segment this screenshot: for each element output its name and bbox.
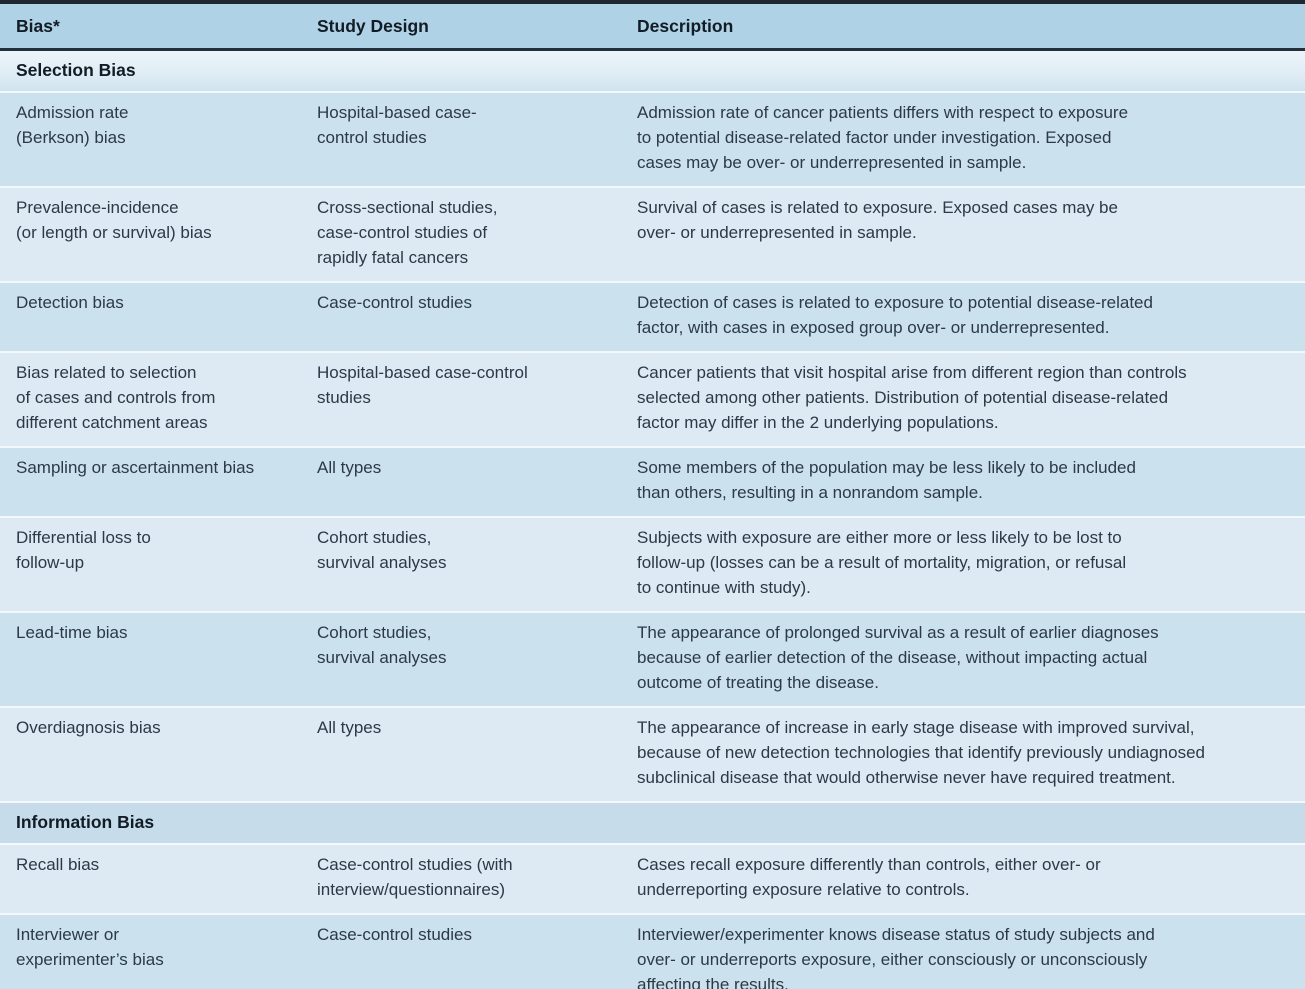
description-cell: Some members of the population may be le… xyxy=(637,458,1136,502)
table-row: Recall bias Case-control studies (with i… xyxy=(0,843,1305,913)
study-design-cell: Cross-sectional studies, case-control st… xyxy=(317,198,498,267)
section-header-row: Information Bias xyxy=(0,801,1305,843)
column-header-description: Description xyxy=(637,16,734,36)
table-row: Prevalence-incidence (or length or survi… xyxy=(0,186,1305,281)
bias-cell: Lead-time bias xyxy=(16,623,128,642)
table-row: Bias related to selection of cases and c… xyxy=(0,351,1305,446)
description-cell: Interviewer/experimenter knows disease s… xyxy=(637,925,1155,989)
section-title: Information Bias xyxy=(16,812,155,832)
description-cell: The appearance of prolonged survival as … xyxy=(637,623,1159,692)
bias-cell: Bias related to selection of cases and c… xyxy=(16,363,216,432)
study-design-cell: Case-control studies (with interview/que… xyxy=(317,855,513,899)
study-design-cell: Hospital-based case- control studies xyxy=(317,103,477,147)
bias-cell: Prevalence-incidence (or length or survi… xyxy=(16,198,212,242)
table-header-row: Bias* Study Design Description xyxy=(0,4,1305,51)
description-cell: Admission rate of cancer patients differ… xyxy=(637,103,1129,172)
bias-cell: Sampling or ascertainment bias xyxy=(16,458,255,477)
study-design-cell: Case-control studies xyxy=(317,925,472,944)
table-row: Admission rate (Berkson) bias Hospital-b… xyxy=(0,91,1305,186)
section-header-row: Selection Bias xyxy=(0,51,1305,91)
study-design-cell: Case-control studies xyxy=(317,293,472,312)
study-design-cell: All types xyxy=(317,718,382,737)
study-design-cell: All types xyxy=(317,458,382,477)
description-cell: The appearance of increase in early stag… xyxy=(637,718,1205,787)
table-body: Selection Bias Admission rate (Berkson) … xyxy=(0,51,1305,989)
description-cell: Cancer patients that visit hospital aris… xyxy=(637,363,1187,432)
bias-cell: Recall bias xyxy=(16,855,100,874)
description-cell: Subjects with exposure are either more o… xyxy=(637,528,1127,597)
description-cell: Detection of cases is related to exposur… xyxy=(637,293,1153,337)
bias-cell: Interviewer or experimenter’s bias xyxy=(16,925,164,969)
study-design-cell: Cohort studies, survival analyses xyxy=(317,528,447,572)
bias-cell: Admission rate (Berkson) bias xyxy=(16,103,129,147)
bias-cell: Differential loss to follow-up xyxy=(16,528,151,572)
table-row: Differential loss to follow-up Cohort st… xyxy=(0,516,1305,611)
table-row: Interviewer or experimenter’s bias Case-… xyxy=(0,913,1305,989)
table-row: Lead-time bias Cohort studies, survival … xyxy=(0,611,1305,706)
bias-cell: Overdiagnosis bias xyxy=(16,718,161,737)
description-cell: Cases recall exposure differently than c… xyxy=(637,855,1101,899)
description-cell: Survival of cases is related to exposure… xyxy=(637,198,1118,242)
column-header-study-design: Study Design xyxy=(317,16,429,36)
table-row: Overdiagnosis bias All types The appeara… xyxy=(0,706,1305,801)
column-header-bias: Bias* xyxy=(16,16,60,36)
study-design-cell: Cohort studies, survival analyses xyxy=(317,623,447,667)
study-design-cell: Hospital-based case-control studies xyxy=(317,363,528,407)
section-title: Selection Bias xyxy=(16,60,136,80)
bias-cell: Detection bias xyxy=(16,293,124,312)
table-row: Detection bias Case-control studies Dete… xyxy=(0,281,1305,351)
table-row: Sampling or ascertainment bias All types… xyxy=(0,446,1305,516)
